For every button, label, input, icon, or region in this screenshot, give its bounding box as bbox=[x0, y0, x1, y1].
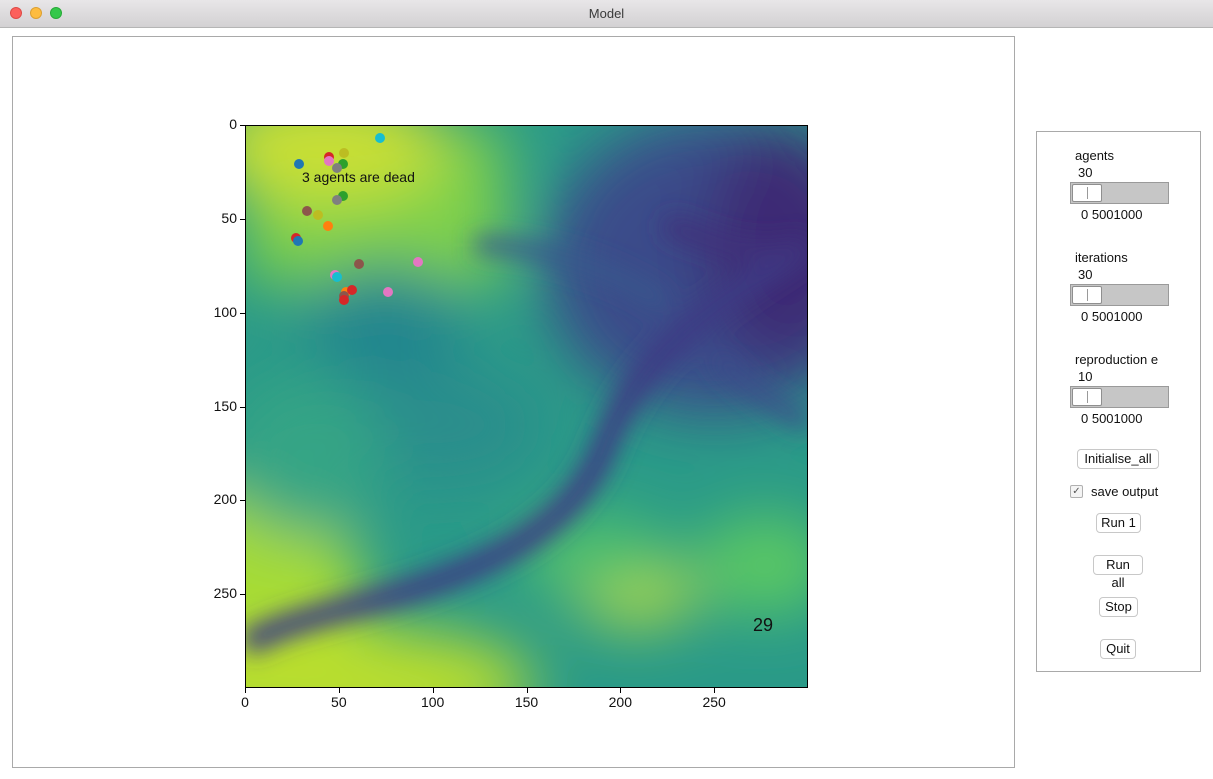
minimize-window-icon[interactable] bbox=[30, 7, 42, 19]
window-title: Model bbox=[588, 6, 625, 21]
agent-point bbox=[301, 206, 312, 217]
agent-point bbox=[375, 133, 386, 144]
y-tick-label: 150 bbox=[213, 397, 237, 414]
y-tick-label: 200 bbox=[213, 491, 237, 508]
elevation-heatmap bbox=[245, 125, 808, 688]
x-tick-mark bbox=[338, 688, 340, 693]
x-tick-mark bbox=[526, 688, 528, 693]
agent-point bbox=[337, 191, 348, 202]
x-tick-mark bbox=[620, 688, 622, 693]
agents-slider[interactable] bbox=[1070, 182, 1169, 204]
agent-point bbox=[313, 210, 324, 221]
y-tick-mark bbox=[240, 406, 245, 408]
close-window-icon[interactable] bbox=[10, 7, 22, 19]
iterations-slider-label: iterations bbox=[1075, 250, 1128, 265]
agent-point bbox=[292, 236, 303, 247]
agent-point bbox=[354, 258, 365, 269]
plot-canvas: 3 agents are dead 29 0 50 100 150 200 250 0 50 1… bbox=[12, 36, 1015, 768]
y-tick-label: 250 bbox=[213, 585, 237, 602]
agent-point bbox=[294, 159, 305, 170]
x-tick-mark bbox=[714, 688, 716, 693]
iterations-slider-range: 0 5001000 bbox=[1081, 309, 1143, 324]
agent-point bbox=[331, 195, 342, 206]
iterations-slider-value: 30 bbox=[1078, 267, 1093, 282]
agent-point bbox=[331, 272, 342, 282]
y-tick-label: 100 bbox=[213, 303, 237, 320]
run-1-button[interactable]: Run 1 bbox=[1096, 513, 1141, 533]
window-titlebar: Model bbox=[0, 0, 1213, 28]
reproduction-slider[interactable] bbox=[1070, 386, 1169, 408]
agent-point bbox=[337, 159, 348, 170]
quit-button[interactable]: Quit bbox=[1100, 639, 1136, 659]
agent-point bbox=[412, 256, 423, 267]
maximize-window-icon[interactable] bbox=[50, 7, 62, 19]
x-tick-label: 150 bbox=[514, 694, 539, 710]
agent-point bbox=[322, 221, 333, 232]
x-tick-label: 250 bbox=[702, 694, 726, 710]
dead-agents-label: 3 agents are dead bbox=[302, 169, 415, 185]
y-tick-label: 50 bbox=[221, 209, 237, 226]
x-tick-mark bbox=[432, 688, 434, 693]
y-tick-mark bbox=[240, 500, 245, 502]
reproduction-slider-handle[interactable] bbox=[1072, 388, 1102, 406]
y-tick-label: 0 bbox=[229, 116, 237, 132]
window-content: 3 agents are dead 29 0 50 100 150 200 250 0 50 1… bbox=[0, 28, 1213, 779]
reproduction-slider-range: 0 5001000 bbox=[1081, 411, 1143, 426]
agents-slider-range: 0 5001000 bbox=[1081, 207, 1143, 222]
plot-area: 3 agents are dead 29 bbox=[245, 125, 808, 688]
x-tick-label: 0 bbox=[241, 694, 249, 710]
x-tick-label: 50 bbox=[331, 694, 347, 710]
agents-slider-label: agents bbox=[1075, 148, 1115, 163]
agents-slider-handle[interactable] bbox=[1072, 184, 1102, 202]
reproduction-slider-label: reproduction e bbox=[1075, 352, 1159, 367]
y-tick-mark bbox=[240, 594, 245, 596]
x-tick-label: 100 bbox=[420, 694, 445, 710]
y-tick-mark bbox=[240, 218, 245, 220]
iterations-slider-handle[interactable] bbox=[1072, 286, 1102, 304]
y-tick-mark bbox=[240, 125, 245, 126]
agent-point bbox=[339, 148, 350, 159]
iteration-counter: 29 bbox=[753, 615, 774, 635]
save-output-label: save output bbox=[1091, 484, 1159, 499]
reproduction-slider-value: 10 bbox=[1078, 369, 1093, 384]
x-tick-mark bbox=[245, 688, 246, 693]
initialise-all-button[interactable]: Initialise_all bbox=[1077, 449, 1159, 469]
agent-point bbox=[331, 163, 342, 174]
y-tick-mark bbox=[240, 312, 245, 314]
agent-point bbox=[346, 285, 357, 296]
agents-slider-value: 30 bbox=[1078, 165, 1093, 180]
stop-button[interactable]: Stop bbox=[1099, 597, 1138, 617]
agent-point bbox=[324, 155, 335, 166]
control-panel: agents 30 0 5001000 iterations 30 0 5001… bbox=[1036, 131, 1201, 672]
run-all-button[interactable]: Run all bbox=[1093, 555, 1143, 590]
agent-point bbox=[382, 287, 393, 298]
agent-point bbox=[339, 294, 350, 305]
save-output-checkbox[interactable]: ✓ bbox=[1070, 485, 1083, 498]
x-tick-label: 200 bbox=[608, 694, 632, 710]
iterations-slider[interactable] bbox=[1070, 284, 1169, 306]
